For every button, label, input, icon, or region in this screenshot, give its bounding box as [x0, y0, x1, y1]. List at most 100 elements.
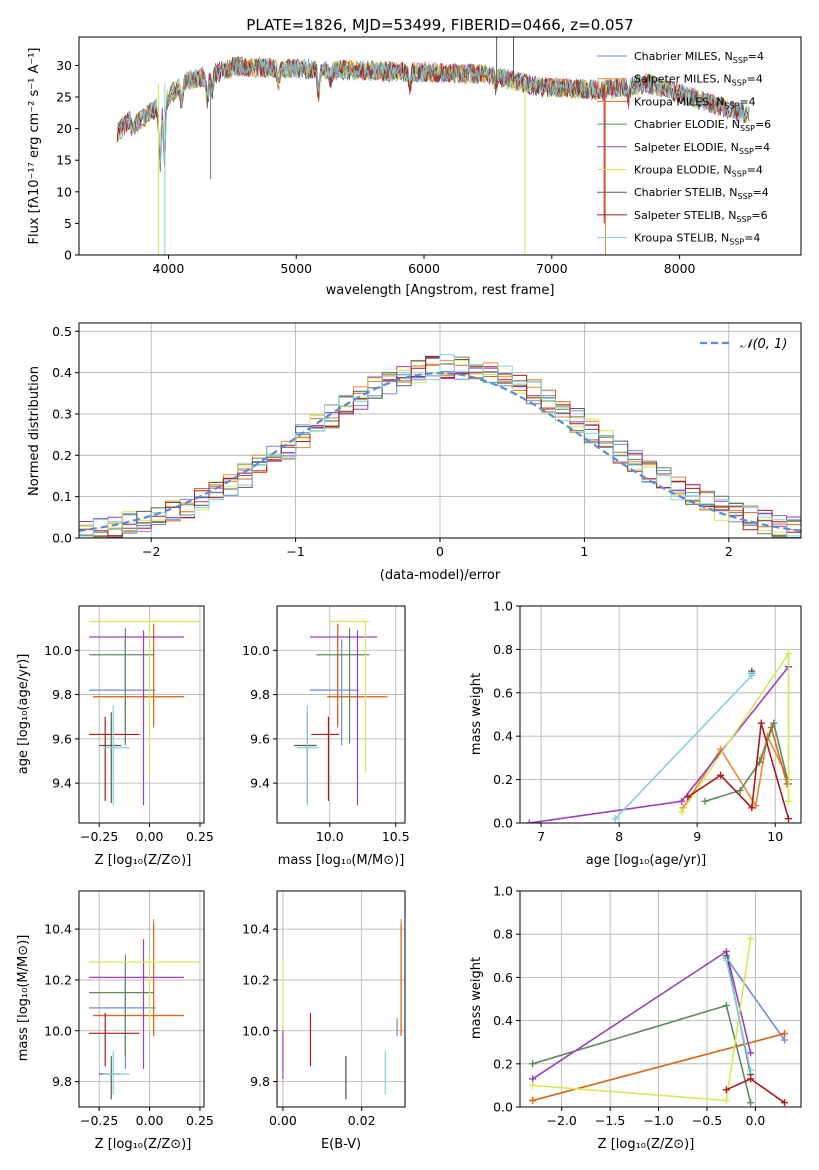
spectrum-axes-marks	[116, 37, 750, 255]
x-tick-label: 9	[693, 829, 701, 844]
y-tick-label: 20	[56, 121, 72, 136]
age-mass-axes-frame	[276, 605, 406, 824]
y-tick-label: 0.4	[493, 729, 513, 744]
weight-marker	[529, 1081, 537, 1089]
weight-marker	[717, 771, 725, 779]
weight-marker	[736, 786, 744, 794]
wt-age-xlabel: age [log₁₀(age/yr)]	[586, 853, 707, 868]
legend-entry: Kroupa MILES, NSSP=4	[634, 95, 756, 110]
residuals-axes: −2 −1 0 1 2 0.0 0.1 0.2 0.3 0.4 0.5	[52, 322, 802, 559]
weight-marker	[529, 1075, 537, 1083]
age-mass-axes: 10.0 10.5 9.4 9.6 9.8 10.0	[242, 605, 410, 844]
y-tick-label: 9.8	[52, 1074, 72, 1089]
spectrum-line	[116, 57, 750, 159]
weight-marker	[781, 1030, 789, 1038]
mass-z-axes-frame	[78, 890, 205, 1108]
legend-entry: Kroupa STELIB, NSSP=4	[634, 232, 760, 247]
spectrum-legend: Chabrier MILES, NSSP=4 Salpeter MILES, NS…	[597, 50, 771, 247]
residuals-axes-marks	[79, 354, 801, 538]
mass-ebv-axes: 0.00 0.02 9.8 10.0 10.2 10.4	[242, 890, 406, 1128]
age-z-axes: −0.25 0.00 0.25 9.4 9.6 9.8 10.0	[44, 605, 214, 844]
weight-marker	[678, 808, 686, 816]
y-tick-label: 0.2	[493, 1056, 513, 1071]
y-tick-label: 0.4	[52, 365, 72, 380]
y-tick-label: 0.0	[493, 1100, 513, 1115]
mass-ebv-xlabel: E(B-V)	[321, 1137, 361, 1152]
x-tick-label: 1	[580, 544, 588, 559]
spectrum-axes-frame	[78, 36, 802, 256]
weight-marker	[781, 1036, 789, 1044]
y-tick-label: 9.8	[52, 687, 72, 702]
y-tick-label: 1.0	[493, 884, 513, 899]
weight-marker	[529, 1060, 537, 1068]
wt-age-ylabel: mass weight	[469, 673, 484, 755]
weight-line	[614, 674, 753, 820]
spectrum-axes: 4000 5000 6000 7000 8000 0 5 10 15 20 25 30	[56, 36, 802, 276]
weight-marker	[722, 1097, 730, 1105]
weight-marker	[722, 1086, 730, 1094]
x-tick-label: 10	[767, 829, 783, 844]
weight-marker	[748, 804, 756, 812]
y-tick-label: 9.6	[52, 731, 72, 746]
wt-z-xlabel: Z [log₁₀(Z/Z⊙)]	[598, 1137, 695, 1152]
x-tick-label: 8000	[664, 261, 696, 276]
y-tick-label: 0.2	[52, 448, 72, 463]
legend-entry: Salpeter ELODIE, NSSP=4	[634, 141, 770, 156]
weight-marker	[747, 1049, 755, 1057]
x-tick-label: −1	[286, 544, 304, 559]
x-tick-label: −2	[142, 544, 160, 559]
wt-age-axes-frame	[519, 605, 802, 824]
y-tick-label: 0.0	[52, 531, 72, 546]
weight-marker	[529, 1097, 537, 1105]
legend-entry: Chabrier MILES, NSSP=4	[634, 50, 764, 65]
x-tick-label: −1.0	[643, 1113, 673, 1128]
y-tick-label: 10.4	[242, 922, 270, 937]
weight-marker	[747, 1099, 755, 1107]
y-tick-label: 0.6	[493, 970, 513, 985]
legend-entry: Chabrier ELODIE, NSSP=6	[634, 118, 771, 133]
wt-z-axes: −2.0 −1.5 −1.0 −0.5 0.0 0.0 0.2 0.4 0.6 0.8 1.0	[493, 884, 802, 1128]
x-tick-label: −0.25	[80, 1113, 118, 1128]
y-tick-label: 10	[56, 184, 72, 199]
weight-marker	[785, 650, 793, 658]
weight-marker	[611, 815, 619, 823]
x-tick-label: 0.25	[186, 1113, 214, 1128]
weight-marker	[701, 797, 709, 805]
weight-marker	[752, 802, 760, 810]
y-tick-label: 0.5	[52, 324, 72, 339]
x-tick-label: 8	[615, 829, 623, 844]
x-tick-label: 2	[725, 544, 733, 559]
spectrum-xlabel: wavelength [Angstrom, rest frame]	[326, 283, 555, 298]
weight-marker	[747, 1066, 755, 1074]
y-tick-label: 0.1	[52, 489, 72, 504]
spectrum-line	[116, 57, 750, 164]
x-tick-label: 0.00	[136, 1113, 164, 1128]
x-tick-label: −0.25	[80, 829, 118, 844]
y-tick-label: 0.3	[52, 406, 72, 421]
x-tick-label: 6000	[408, 261, 440, 276]
y-tick-label: 25	[56, 90, 72, 105]
weight-marker	[785, 815, 793, 823]
age-z-axes-frame	[78, 605, 205, 824]
x-tick-label: 4000	[153, 261, 185, 276]
y-tick-label: 10.2	[44, 972, 72, 987]
spectrum-ylabel: Flux [fλ10⁻¹⁷ erg cm⁻² s⁻¹ A⁻¹]	[27, 48, 42, 245]
y-tick-label: 9.4	[250, 776, 270, 791]
legend-entry: Chabrier STELIB, NSSP=4	[634, 186, 769, 201]
mass-ebv-axes-frame	[276, 890, 406, 1108]
x-tick-label: 10.5	[382, 829, 410, 844]
weight-marker	[770, 719, 778, 727]
weight-marker	[678, 797, 686, 805]
weight-marker	[747, 935, 755, 943]
x-tick-label: 0.25	[186, 829, 214, 844]
age-z-xlabel: Z [log₁₀(Z/Z⊙)]	[95, 853, 192, 868]
x-tick-label: 0.00	[136, 829, 164, 844]
y-tick-label: 0.6	[493, 685, 513, 700]
y-tick-label: 10.4	[44, 922, 72, 937]
y-tick-label: 10.0	[44, 1023, 72, 1038]
wt-age-axes: 7 8 9 10 0.0 0.2 0.4 0.6 0.8 1.0	[493, 599, 802, 844]
mass-z-xlabel: Z [log₁₀(Z/Z⊙)]	[95, 1137, 192, 1152]
mass-z-axes: −0.25 0.00 0.25 9.8 10.0 10.2 10.4	[44, 890, 214, 1128]
